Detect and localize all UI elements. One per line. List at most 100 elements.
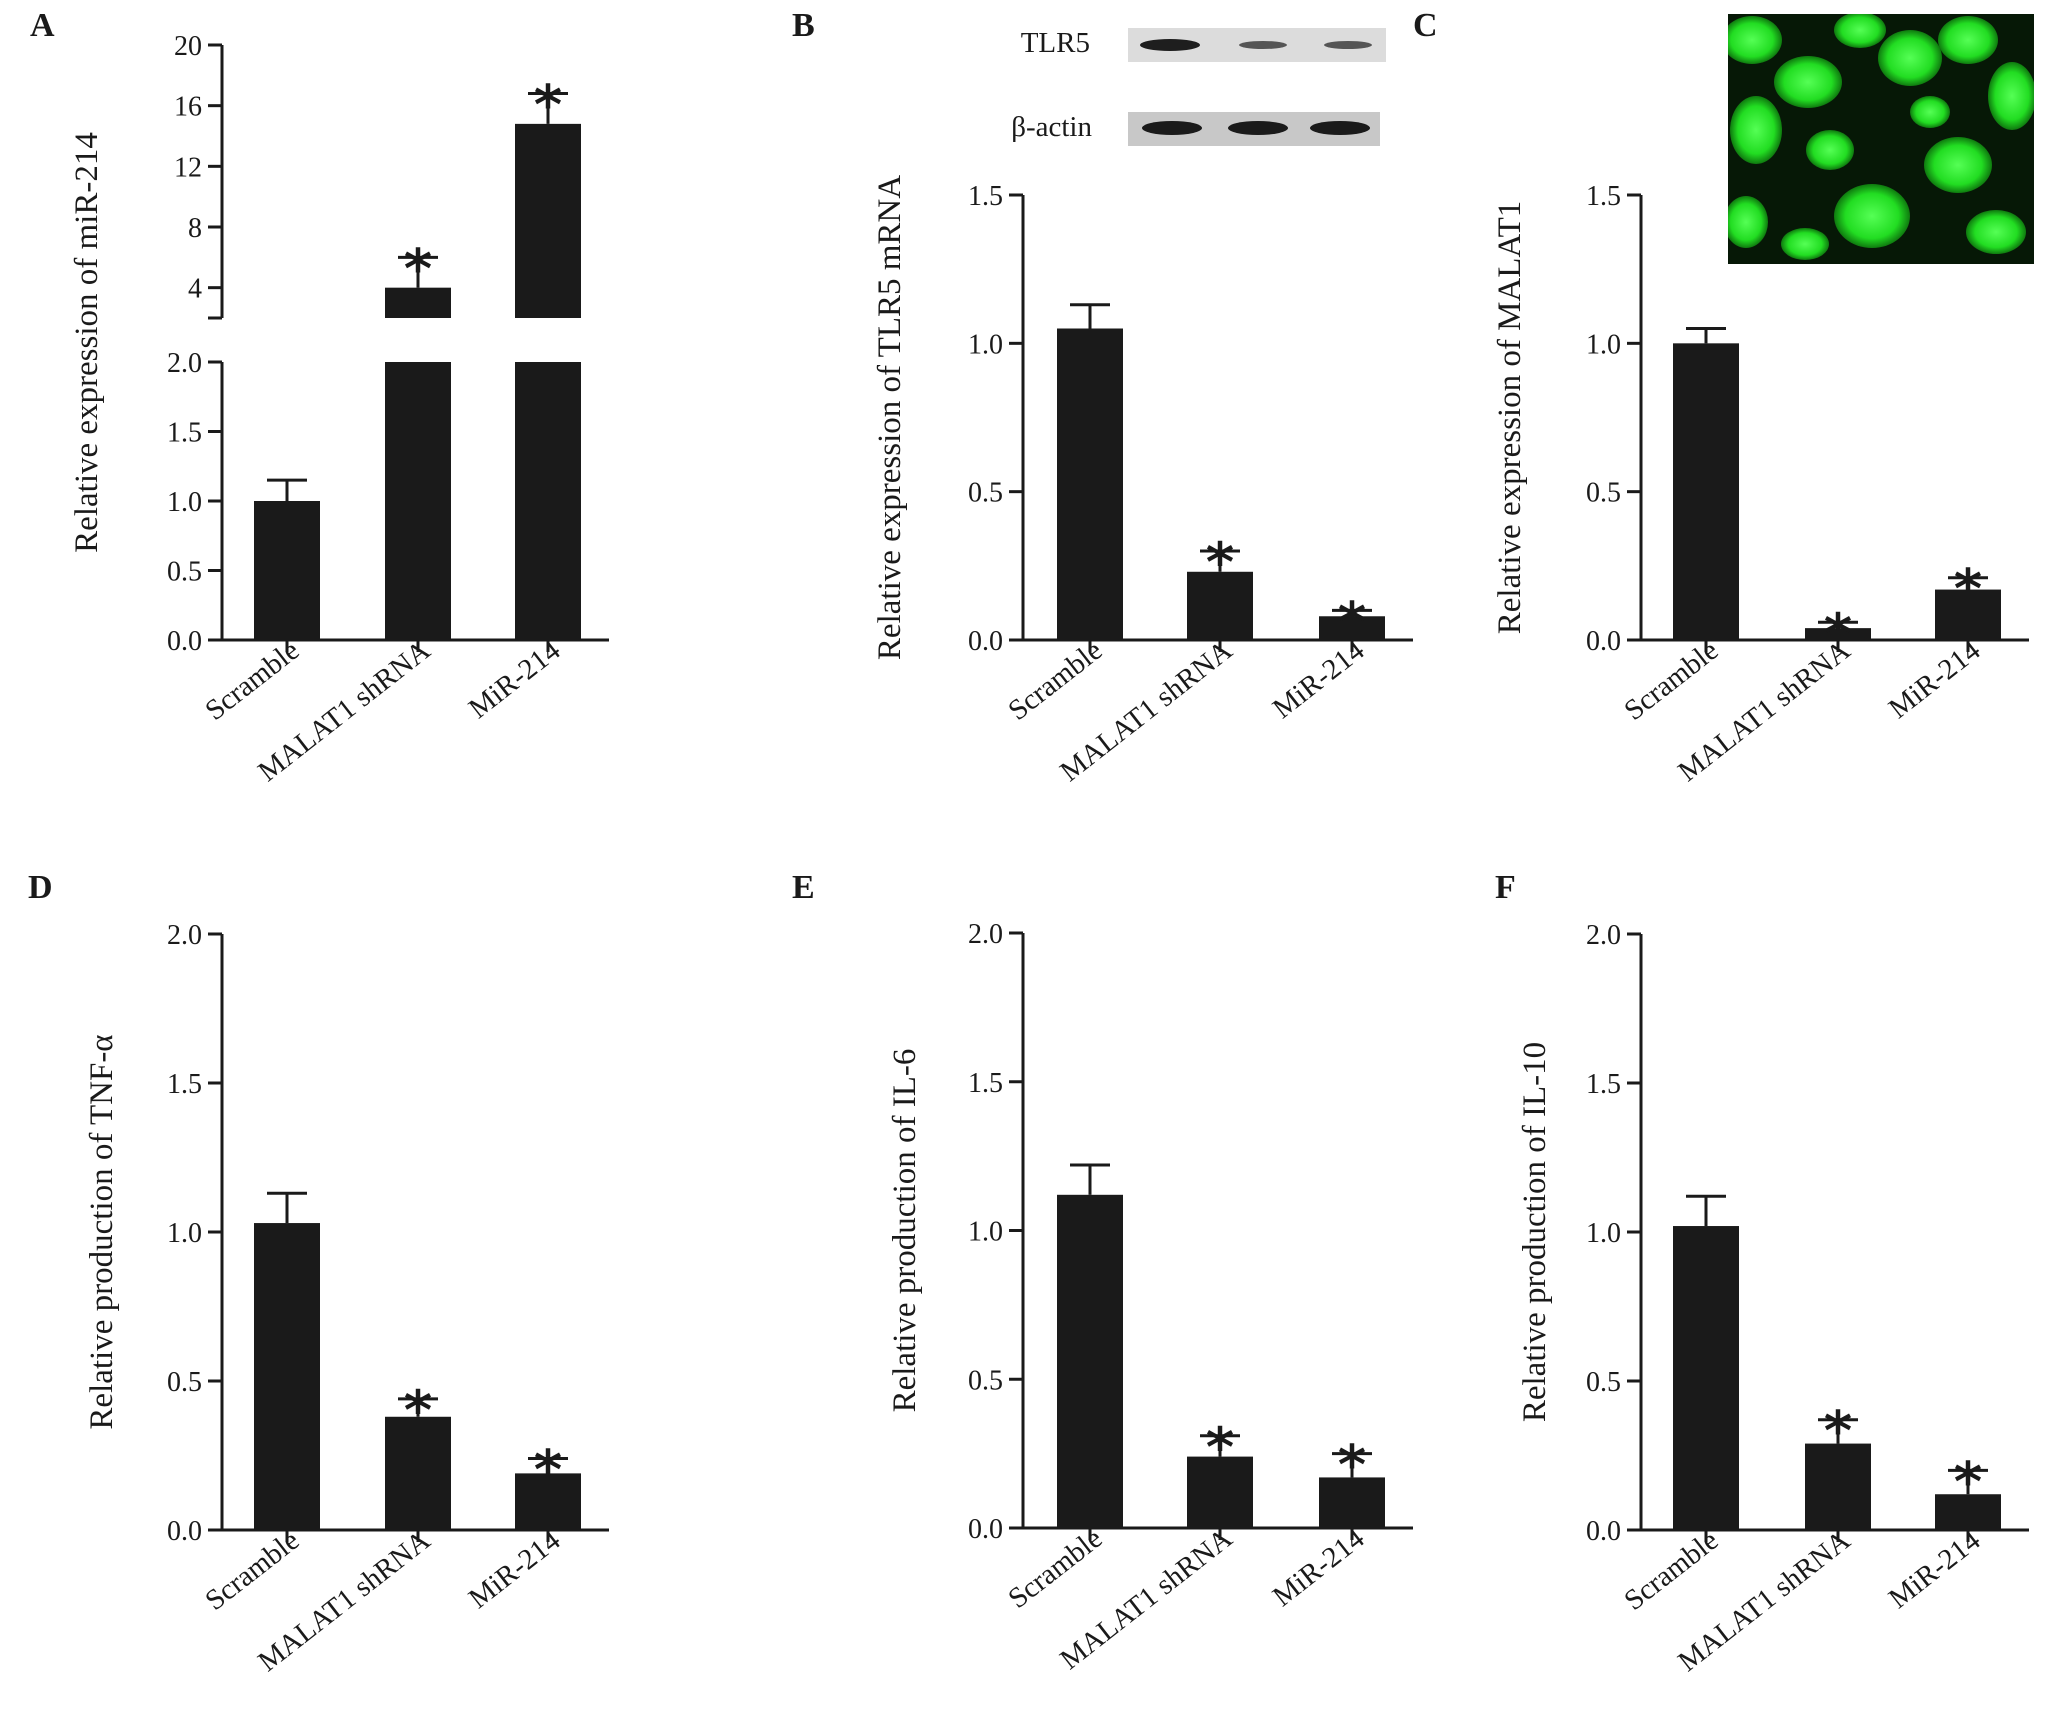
y-tick-label: 2.0	[167, 920, 202, 951]
y-axis-title: Relative expression of miR-214	[69, 132, 105, 553]
y-tick-label: 1.5	[1586, 181, 1621, 212]
fluorescence-micrograph	[1728, 14, 2034, 264]
y-tick-label: 4	[188, 274, 202, 305]
y-tick-label: 0.5	[968, 478, 1003, 509]
western-blot: TLR5 β-actin	[1011, 27, 1386, 146]
cell	[1806, 130, 1854, 170]
y-axis-title: Relative expression of TLR5 mRNA	[872, 175, 908, 660]
bar-malat1-shrna-lower	[385, 362, 451, 640]
cell	[1938, 16, 1998, 64]
y-tick-label: 0.0	[1586, 1516, 1621, 1547]
bar-malat1-shrna	[1805, 1443, 1871, 1530]
tlr5-band-scramble	[1140, 39, 1200, 51]
y-tick-label: 1.5	[968, 1068, 1003, 1099]
y-tick-label: 2.0	[1586, 920, 1621, 951]
bar-scramble	[254, 1223, 320, 1530]
y-tick-label: 1.0	[1586, 1218, 1621, 1249]
y-axis-title: Relative expression of MALAT1	[1492, 201, 1528, 635]
cell	[1988, 62, 2034, 130]
y-tick-label: 1.5	[1586, 1069, 1621, 1100]
y-tick-label: 12	[174, 152, 202, 183]
panel-letter-b: B	[792, 7, 815, 44]
cell	[1730, 96, 1782, 164]
y-tick-label: 1.0	[167, 487, 202, 518]
bar-scramble	[1057, 1194, 1123, 1528]
bar-malat1-shrna	[385, 1416, 451, 1530]
bar-mir-214	[1319, 616, 1385, 640]
significance-star: *	[1206, 1416, 1234, 1479]
y-tick-label: 0.0	[968, 626, 1003, 657]
cell	[1910, 96, 1950, 128]
y-tick-label: 0.0	[968, 1514, 1003, 1545]
panel-letter-c: C	[1413, 7, 1438, 44]
y-tick-label: 1.5	[167, 418, 202, 449]
y-tick-label: 0.0	[1586, 626, 1621, 657]
significance-star: *	[1338, 590, 1366, 653]
cell	[1834, 184, 1910, 248]
bar-mir-214	[515, 1473, 581, 1530]
significance-star: *	[1824, 1400, 1852, 1463]
cell	[1774, 56, 1842, 108]
y-tick-label: 1.0	[167, 1218, 202, 1249]
y-tick-label: 0.5	[1586, 1367, 1621, 1398]
significance-star: *	[1954, 558, 1982, 621]
bar-malat1-shrna-upper	[385, 287, 451, 318]
y-tick-label: 8	[188, 213, 202, 244]
blot-label-beta-actin: β-actin	[1011, 111, 1092, 143]
significance-star: *	[1206, 531, 1234, 594]
bar-malat1-shrna	[1187, 1456, 1253, 1528]
y-tick-label: 0.5	[968, 1365, 1003, 1396]
beta-actin-band-malat1	[1228, 121, 1288, 135]
y-tick-label: 0.0	[167, 1516, 202, 1547]
significance-star: *	[534, 74, 562, 137]
significance-star: *	[534, 1438, 562, 1501]
significance-star: *	[404, 1379, 432, 1442]
y-axis-title: Relative production of IL-10	[1517, 1042, 1553, 1422]
y-tick-label: 1.5	[968, 181, 1003, 212]
bar-scramble	[1057, 328, 1123, 640]
significance-star: *	[1338, 1434, 1366, 1497]
cell	[1878, 30, 1942, 86]
significance-star: *	[1954, 1450, 1982, 1513]
y-tick-label: 1.0	[1586, 329, 1621, 360]
bar-mir-214	[1319, 1477, 1385, 1528]
bar-mir-214	[1935, 1494, 2001, 1530]
cell	[1966, 210, 2026, 254]
y-tick-label: 1.0	[968, 1217, 1003, 1248]
bar-mir-214-upper	[515, 123, 581, 318]
tlr5-band-mir214	[1324, 41, 1372, 49]
beta-actin-band-mir214	[1310, 121, 1370, 135]
y-tick-label: 1.5	[167, 1069, 202, 1100]
y-tick-label: 1.0	[968, 329, 1003, 360]
bar-mir-214-lower	[515, 362, 581, 640]
y-tick-label: 0.5	[1586, 478, 1621, 509]
bar-malat1-shrna	[1805, 628, 1871, 640]
bar-malat1-shrna	[1187, 571, 1253, 640]
cell	[1834, 14, 1886, 48]
significance-star: *	[404, 237, 432, 300]
y-tick-label: 0.0	[167, 626, 202, 657]
bar-scramble	[1673, 1226, 1739, 1530]
blot-label-tlr5: TLR5	[1021, 27, 1090, 59]
panel-letter-e: E	[792, 869, 815, 906]
y-axis-title: Relative production of IL-6	[887, 1049, 923, 1413]
bar-scramble	[254, 501, 320, 640]
panel-letter-f: F	[1495, 869, 1516, 906]
y-axis-title: Relative production of TNF-α	[84, 1034, 120, 1429]
y-tick-label: 20	[174, 31, 202, 62]
tlr5-band-malat1	[1239, 41, 1287, 49]
y-tick-label: 16	[174, 92, 202, 123]
y-tick-label: 2.0	[167, 348, 202, 379]
significance-star: *	[1824, 602, 1852, 665]
y-tick-label: 2.0	[968, 919, 1003, 950]
bar-mir-214	[1935, 589, 2001, 640]
y-tick-label: 0.5	[167, 557, 202, 588]
beta-actin-band-scramble	[1142, 121, 1202, 135]
bar-scramble	[1673, 343, 1739, 640]
panel-letter-a: A	[30, 7, 55, 44]
panel-letter-d: D	[28, 869, 53, 906]
y-tick-label: 0.5	[167, 1367, 202, 1398]
cell	[1781, 228, 1829, 260]
cell	[1728, 16, 1782, 64]
